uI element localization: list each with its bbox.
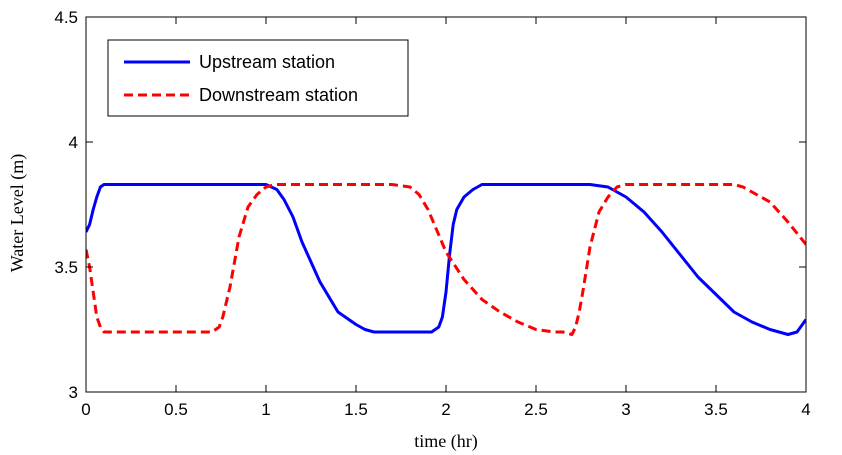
y-tick-label: 4.5: [54, 8, 78, 27]
legend-box: [107, 39, 409, 117]
x-tick-label: 0: [81, 400, 90, 419]
series-line-downstream: [86, 183, 806, 336]
legend-label: Downstream station: [199, 85, 358, 105]
y-axis-title: Water Level (m): [7, 154, 28, 273]
x-tick-label: 2: [441, 400, 450, 419]
legend-label: Upstream station: [199, 52, 335, 72]
x-tick-label: 3.5: [704, 400, 728, 419]
ticks-layer: 0 0.5 1 1.5 2 2.5 3 3.5 4 3 3.5 4 4.5: [54, 8, 810, 419]
x-axis-title: time (hr): [414, 431, 477, 452]
x-tick-label: 1: [261, 400, 270, 419]
x-tick-label: 1.5: [344, 400, 368, 419]
x-tick-label: 0.5: [164, 400, 188, 419]
x-tick-label: 3: [621, 400, 630, 419]
y-tick-label: 3: [69, 383, 78, 402]
x-tick-label: 4: [801, 400, 810, 419]
series-layer: [86, 183, 806, 336]
x-tick-label: 2.5: [524, 400, 548, 419]
legend: Upstream station Downstream station: [107, 39, 409, 117]
y-tick-label: 3.5: [54, 258, 78, 277]
series-line-upstream: [86, 183, 806, 336]
y-tick-label: 4: [69, 133, 78, 152]
